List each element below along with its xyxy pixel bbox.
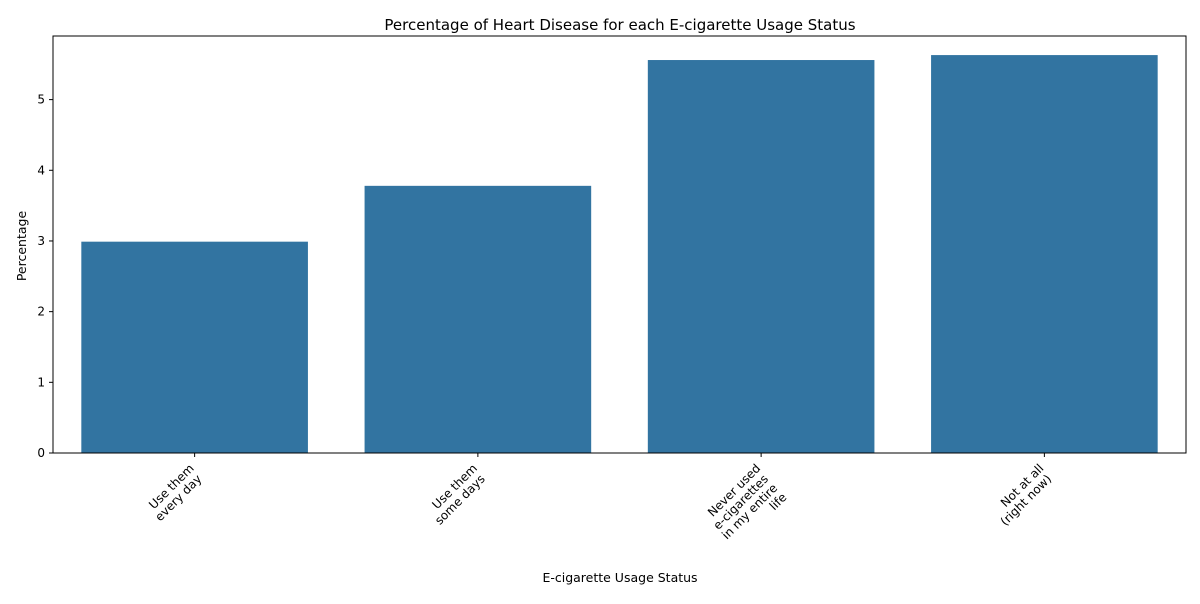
bar-3 xyxy=(931,55,1158,454)
y-tick-label-4: 4 xyxy=(37,163,45,177)
x-ticks: Use themevery day Use themsome days Never … xyxy=(143,453,1055,551)
x-tick-label-0: Use themevery day xyxy=(143,461,206,524)
plot-frame xyxy=(52,35,1187,454)
x-tick-label-2: Never usede-cigarettesin my entirelife xyxy=(701,461,791,551)
x-tick-label-1: Use themsome days xyxy=(423,461,489,527)
y-tick-label-5: 5 xyxy=(37,93,45,107)
bar-2 xyxy=(647,60,875,453)
y-tick-label-2: 2 xyxy=(37,305,45,319)
y-tick-label-3: 3 xyxy=(37,234,45,248)
bars-layer xyxy=(81,55,1158,454)
y-ticks: 0 1 2 3 4 5 xyxy=(37,93,53,460)
axes-layer xyxy=(52,35,1187,454)
y-tick-label-0: 0 xyxy=(37,446,45,460)
y-axis-label: Percentage xyxy=(14,211,29,282)
bar-0 xyxy=(81,241,308,453)
bar-1 xyxy=(364,185,592,454)
y-tick-label-1: 1 xyxy=(37,375,45,389)
x-tick-label-3: Not at all(right now) xyxy=(988,461,1055,528)
chart-title: Percentage of Heart Disease for each E-c… xyxy=(384,16,855,34)
x-axis-label: E-cigarette Usage Status xyxy=(542,570,697,585)
